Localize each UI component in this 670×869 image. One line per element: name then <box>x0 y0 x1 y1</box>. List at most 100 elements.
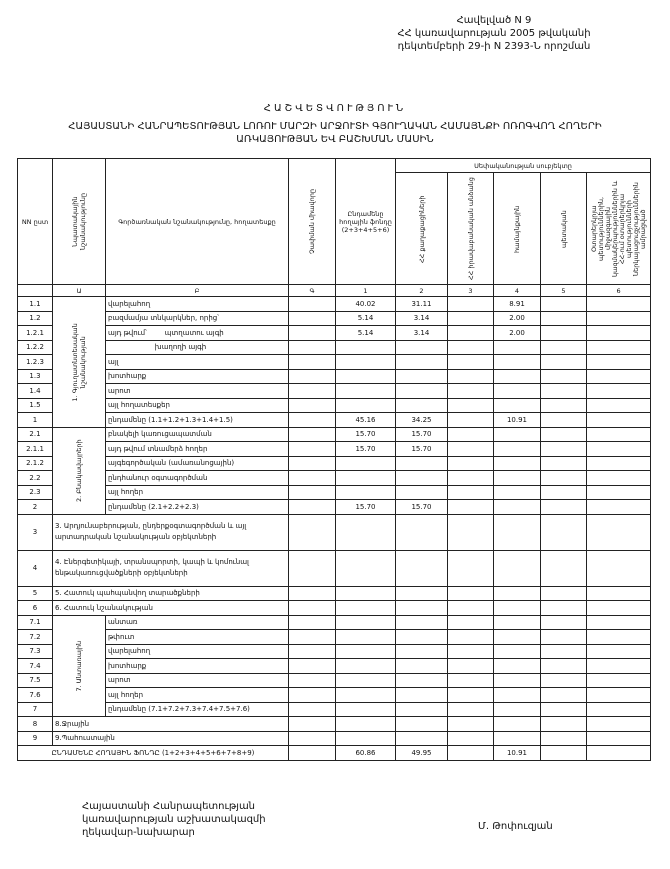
value-cell <box>493 339 541 355</box>
value-cell <box>447 325 494 341</box>
value-cell <box>493 470 541 486</box>
value-cell <box>540 325 587 341</box>
table-row: 6 6. Հատուկ նշանակության <box>17 600 652 616</box>
row-name: ընդամենը (7.1+7.2+7.3+7.4+7.5+7.6) <box>105 701 289 717</box>
value-cell <box>447 484 494 500</box>
value-cell <box>540 397 587 413</box>
value-cell <box>447 470 494 486</box>
value-cell <box>540 499 587 515</box>
value-cell <box>493 730 541 746</box>
value-cell: 15.70 <box>335 441 396 457</box>
value-cell <box>447 687 494 703</box>
value-cell <box>585 484 652 500</box>
row-number: 8 <box>17 716 53 732</box>
value-cell <box>335 455 396 471</box>
value-cell <box>335 614 396 630</box>
value-cell: 15.70 <box>395 426 448 442</box>
row-number: 7.3 <box>17 643 53 659</box>
value-cell <box>540 441 587 457</box>
value-cell <box>540 629 587 645</box>
value-cell: 8.91 <box>493 296 541 312</box>
value-cell <box>447 499 494 515</box>
value-cell <box>395 585 448 601</box>
value-cell <box>585 354 652 370</box>
value-cell <box>447 585 494 601</box>
value-cell <box>540 745 587 761</box>
value-cell: 15.70 <box>395 499 448 515</box>
value-cell <box>395 629 448 645</box>
row-number: 4 <box>17 549 53 587</box>
value-cell <box>540 412 587 428</box>
value-cell <box>447 672 494 688</box>
table-row: 1.3 խոտհարք <box>17 368 652 384</box>
row-number: 1.2.2 <box>17 339 53 355</box>
value-cell <box>447 426 494 442</box>
value-cell <box>585 643 652 659</box>
value-cell <box>335 658 396 674</box>
value-cell <box>447 310 494 326</box>
value-cell <box>335 470 396 486</box>
table-row: 1 ընդամենը (1.1+1.2+1.3+1.4+1.5) 45.16 34.2… <box>17 412 652 428</box>
value-cell <box>447 600 494 616</box>
row-name: անտառ <box>105 614 289 630</box>
value-cell <box>288 339 336 355</box>
value-cell <box>288 499 336 515</box>
value-cell <box>288 325 336 341</box>
col-community: համայնքային <box>493 172 541 285</box>
value-cell <box>335 716 396 732</box>
table-row: 3 3. Արդյունաբերության, ընդերքօգտագործման… <box>17 513 652 551</box>
value-cell <box>493 354 541 370</box>
value-cell <box>447 549 494 587</box>
row-number: 7.6 <box>17 687 53 703</box>
table-row: 1.2.2 խաղողի այգի <box>17 339 652 355</box>
value-cell <box>395 730 448 746</box>
land-fund-table: NN ըստ Նպատակային նշանակությունը Գործառն… <box>17 158 652 761</box>
col-purpose: Նպատակային նշանակությունը <box>52 158 106 285</box>
value-cell <box>585 549 652 587</box>
row-name: 8.Ջրային <box>52 716 289 732</box>
value-cell <box>288 672 336 688</box>
value-cell <box>493 383 541 399</box>
value-cell <box>288 745 336 761</box>
value-cell <box>540 513 587 551</box>
value-cell <box>447 701 494 717</box>
value-cell <box>288 585 336 601</box>
row-number: 2.1.1 <box>17 441 53 457</box>
value-cell <box>447 643 494 659</box>
value-cell <box>447 383 494 399</box>
value-cell <box>335 397 396 413</box>
signatory-title-line: կառավարության աշխատակազմի <box>82 814 266 825</box>
value-cell <box>335 629 396 645</box>
value-cell <box>585 499 652 515</box>
value-cell <box>335 585 396 601</box>
value-cell <box>540 310 587 326</box>
value-cell <box>288 629 336 645</box>
row-number: 1.3 <box>17 368 53 384</box>
row-name: 6. Հատուկ նշանակության <box>52 600 289 616</box>
row-name: արոտ <box>105 672 289 688</box>
row-name: ընդհանուր օգտագործման <box>105 470 289 486</box>
value-cell <box>540 730 587 746</box>
row-name: բնակելի կառուցապատման <box>105 426 289 442</box>
value-cell <box>395 368 448 384</box>
value-cell <box>447 745 494 761</box>
value-cell <box>493 701 541 717</box>
row-name: 5. Հատուկ պահպանվող տարածքների <box>52 585 289 601</box>
table-row: 1.2.3 այլ <box>17 354 652 370</box>
table-row: 7.5 արոտ <box>17 672 652 688</box>
value-cell <box>585 310 652 326</box>
value-cell <box>395 701 448 717</box>
value-cell <box>288 441 336 457</box>
value-cell <box>493 672 541 688</box>
value-cell <box>447 730 494 746</box>
table-row: 2.1 2. Բնակավայրերի բնակելի կառուցապատման 1… <box>17 426 652 515</box>
value-cell <box>288 643 336 659</box>
group-label: 7. Անտառային <box>52 614 106 717</box>
value-cell <box>540 585 587 601</box>
col-ownership: Սեփականության սուբյեկտը <box>394 158 652 173</box>
table-row: 1.4 արոտ <box>17 383 652 399</box>
row-number: 2.3 <box>17 484 53 500</box>
report-title: ՀԱՇՎԵՏՎՈՒԹՅՈՒՆ <box>263 103 407 114</box>
row-number: 7 <box>17 701 53 717</box>
value-cell <box>585 426 652 442</box>
